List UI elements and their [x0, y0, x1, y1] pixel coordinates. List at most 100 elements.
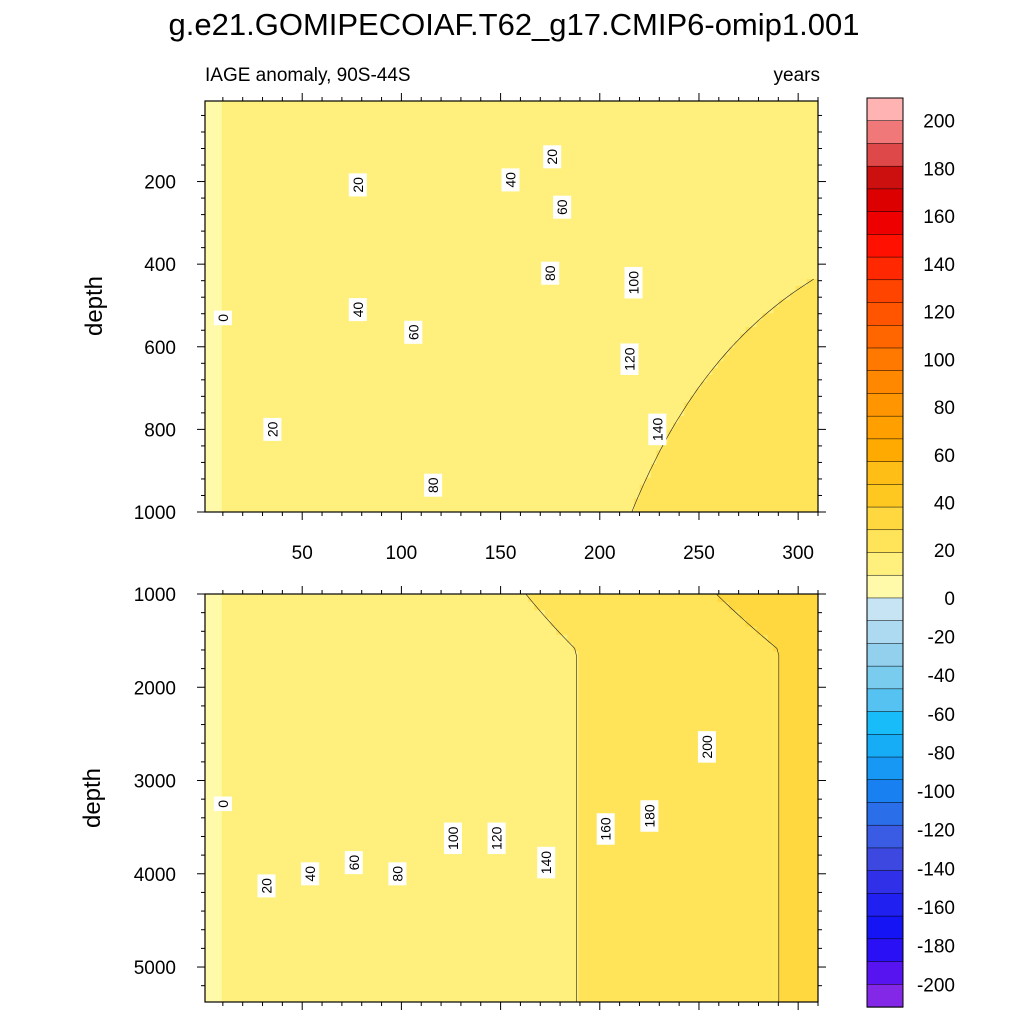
colorbar-label: -160 [917, 898, 955, 919]
colorbar-swatch [866, 597, 904, 622]
colorbar-label: 160 [923, 207, 955, 228]
x-tick-label: 250 [683, 543, 715, 564]
colorbar-swatch [866, 620, 904, 645]
upper-panel: 50 100 150 200 250 300 200 400 600 800 1000 0 20 20 2… [81, 93, 826, 564]
colorbar-label: 200 [923, 112, 955, 133]
contour-label: 100 [444, 822, 462, 855]
upper-contour-fill [205, 101, 818, 512]
upper-y-axis-label: depth [81, 276, 108, 336]
x-tick-label: 100 [386, 543, 418, 564]
contour-label: 20 [257, 874, 276, 898]
contour-label: 120 [620, 343, 639, 375]
x-tick-label: 200 [584, 543, 616, 564]
colorbar-label: -80 [928, 744, 955, 765]
figure-title: g.e21.GOMIPECOIAF.T62_g17.CMIP6-omip1.00… [169, 7, 860, 42]
colorbar-label: -60 [928, 705, 955, 726]
colorbar-swatch [866, 574, 904, 599]
colorbar-label: -200 [917, 975, 955, 996]
colorbar-label: -20 [928, 628, 955, 649]
colorbar-swatch [866, 256, 904, 281]
x-tick-label: 300 [782, 543, 814, 564]
colorbar-swatch [866, 915, 904, 940]
colorbar-swatch [866, 824, 904, 849]
colorbar-label: -120 [917, 821, 955, 842]
contour-label: 20 [263, 417, 282, 441]
colorbar-swatch [866, 984, 904, 1008]
colorbar-swatch [866, 325, 904, 349]
lower-y-axis-label: depth [79, 768, 106, 828]
colorbar-swatch [866, 143, 904, 167]
contour-label: 80 [424, 473, 443, 497]
colorbar-swatch [866, 393, 904, 417]
y-tick-label: 400 [144, 255, 176, 276]
contour-label: 140 [537, 846, 556, 879]
contour-label: 60 [344, 851, 363, 875]
colorbar-swatch [866, 347, 904, 372]
lower-contour-fill [205, 594, 818, 1002]
colorbar-label: -100 [917, 782, 955, 803]
y-tick-label: 4000 [134, 865, 176, 886]
colorbar-swatch [866, 529, 904, 554]
colorbar-swatch [866, 165, 904, 190]
contour-label: 40 [348, 298, 367, 322]
colorbar-swatch [866, 961, 904, 985]
y-tick-label: 3000 [134, 772, 176, 793]
colorbar-swatch [866, 688, 904, 713]
y-tick-label: 1000 [134, 585, 176, 606]
colorbar-swatch [866, 211, 904, 236]
contour-label: 200 [697, 731, 716, 763]
colorbar-swatch [866, 893, 904, 917]
colorbar-swatch [866, 711, 904, 735]
colorbar-label: -40 [928, 666, 955, 687]
x-tick-label: 50 [292, 543, 313, 564]
colorbar-label: 120 [923, 303, 955, 324]
contour-label: 60 [553, 195, 572, 219]
panel-subtitle-left: IAGE anomaly, 90S-44S [205, 65, 411, 86]
x-tick-label: 150 [485, 543, 517, 564]
contour-label: 20 [348, 173, 367, 197]
y-tick-label: 800 [144, 420, 176, 441]
colorbar-swatch [866, 370, 904, 395]
colorbar-label: -140 [917, 859, 955, 880]
colorbar-swatch [866, 870, 904, 895]
colorbar-swatch [866, 302, 904, 326]
colorbar-swatch [866, 756, 904, 781]
upper-contour-lines [631, 278, 814, 512]
colorbar-swatch [866, 938, 904, 963]
contour-label: 60 [404, 320, 423, 344]
colorbar-swatch [866, 552, 904, 576]
panel-subtitle-right: years [774, 65, 820, 86]
upper-plot-frame [204, 100, 819, 513]
contour-label: 40 [501, 168, 520, 192]
y-tick-label: 1000 [134, 503, 176, 524]
colorbar-swatch [866, 665, 904, 690]
contour-label: 40 [301, 862, 320, 886]
upper-contour-labels: 0 20 20 20 40 40 60 60 80 80 100 120 140 [213, 145, 667, 497]
colorbar-swatch [866, 188, 904, 213]
colorbar-label: -180 [917, 937, 955, 958]
contour-label: 180 [640, 800, 659, 832]
contour-label: 140 [648, 413, 667, 446]
lower-plot-frame [204, 593, 819, 1003]
y-tick-label: 2000 [134, 678, 176, 699]
colorbar-label: 100 [923, 350, 955, 371]
colorbar-swatch [866, 438, 904, 463]
lower-panel: 1000 2000 3000 4000 5000 0 20 40 60 80 100 120 140 1… [79, 585, 826, 1010]
colorbar-swatch [866, 279, 904, 304]
colorbar-label: 40 [934, 494, 955, 515]
colorbar-label: 80 [934, 398, 955, 419]
colorbar-label: 0 [944, 589, 955, 610]
colorbar-swatch [866, 461, 904, 485]
y-tick-label: 600 [144, 338, 176, 359]
colorbar-frame [866, 97, 904, 1008]
colorbar: 200180160140120100806040200-20-40-60-80-… [866, 97, 955, 1008]
colorbar-swatch [866, 734, 904, 758]
colorbar-label: 140 [923, 255, 955, 276]
colorbar-label: 180 [923, 159, 955, 180]
colorbar-swatch [866, 415, 904, 440]
colorbar-swatch [866, 802, 904, 826]
colorbar-swatch [866, 97, 904, 122]
colorbar-swatch [866, 779, 904, 804]
